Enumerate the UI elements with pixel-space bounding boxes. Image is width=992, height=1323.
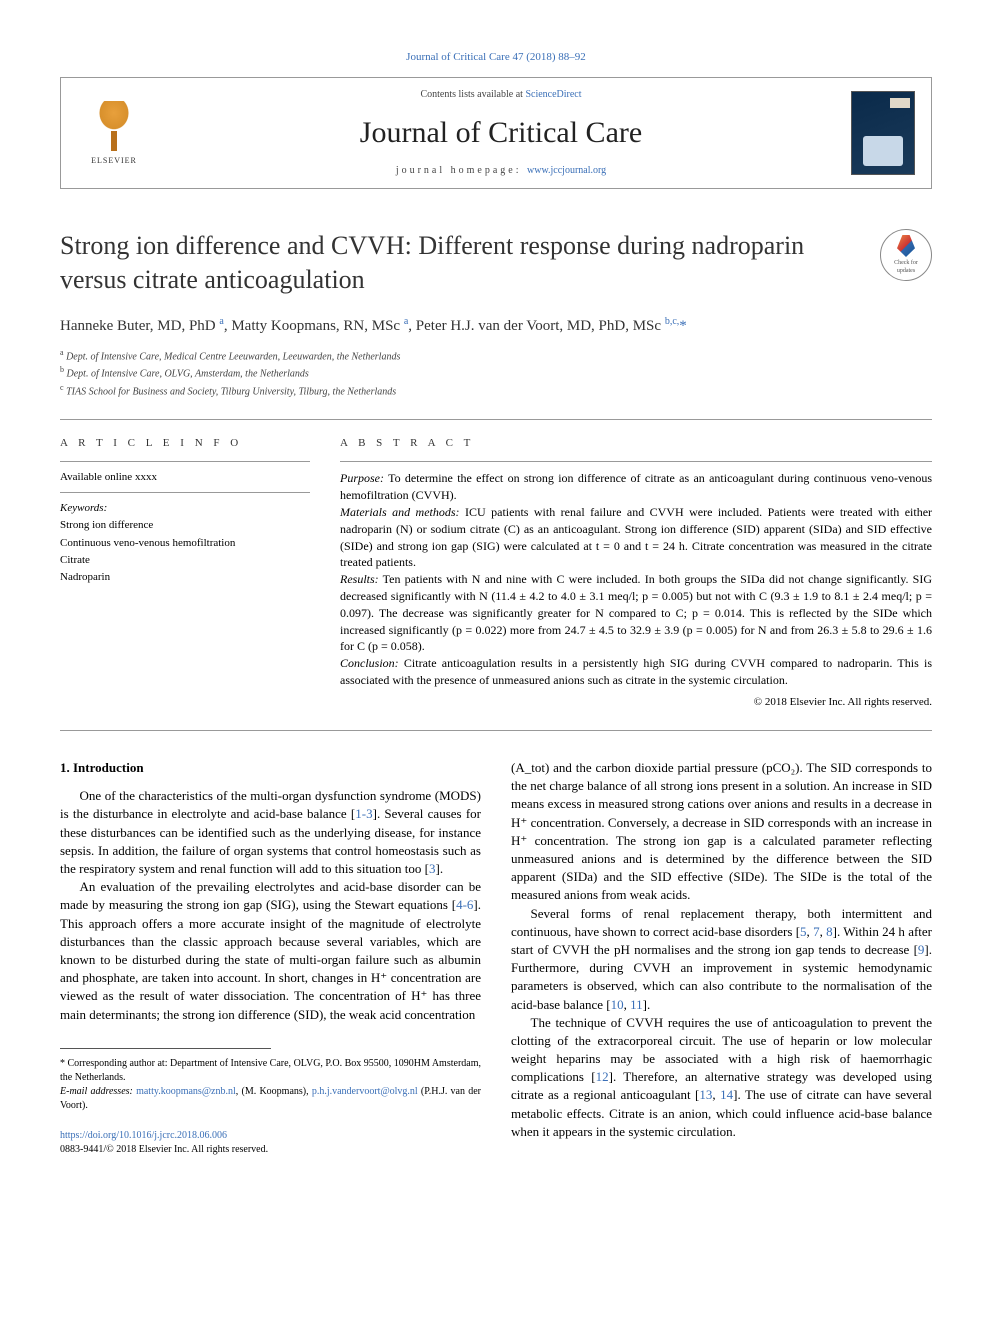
email-label: E-mail addresses:	[60, 1086, 133, 1097]
check-updates-badge[interactable]: Check for updates	[880, 229, 932, 281]
elsevier-logo: ELSEVIER	[77, 93, 151, 173]
body-text: ,	[712, 1087, 720, 1102]
homepage-prefix: journal homepage:	[396, 165, 527, 176]
sciencedirect-link[interactable]: ScienceDirect	[525, 89, 581, 100]
results-label: Results:	[340, 572, 379, 586]
issn-copyright: 0883-9441/© 2018 Elsevier Inc. All right…	[60, 1144, 268, 1155]
corresponding-author: * Corresponding author at: Department of…	[60, 1057, 481, 1085]
check-updates-line2: updates	[897, 267, 915, 275]
keyword: Nadroparin	[60, 570, 310, 585]
footnote-divider	[60, 1048, 271, 1049]
left-column: 1. Introduction One of the characteristi…	[60, 759, 481, 1157]
ref-link[interactable]: 1-3	[355, 806, 372, 821]
conclusion-label: Conclusion:	[340, 656, 399, 670]
divider	[60, 461, 310, 462]
check-updates-line1: Check for	[894, 259, 918, 267]
authors-line: Hanneke Buter, MD, PhD a, Matty Koopmans…	[60, 315, 932, 337]
ref-link[interactable]: 13	[699, 1087, 712, 1102]
affiliations: a Dept. of Intensive Care, Medical Centr…	[60, 347, 932, 399]
homepage-line: journal homepage: www.jccjournal.org	[151, 164, 851, 178]
methods-label: Materials and methods:	[340, 505, 460, 519]
elsevier-tree-icon	[89, 101, 139, 151]
ref-link[interactable]: 4-6	[456, 897, 473, 912]
divider	[340, 461, 932, 462]
abstract-column: A B S T R A C T Purpose: To determine th…	[340, 436, 932, 710]
purpose-text: To determine the effect on strong ion di…	[340, 471, 932, 502]
journal-cover-thumbnail	[851, 91, 915, 175]
footnotes: * Corresponding author at: Department of…	[60, 1057, 481, 1113]
journal-homepage-link[interactable]: www.jccjournal.org	[527, 165, 606, 176]
ref-link[interactable]: 12	[596, 1069, 609, 1084]
right-column: (A_tot) and the carbon dioxide partial p…	[511, 759, 932, 1157]
journal-header: ELSEVIER Contents lists available at Sci…	[60, 77, 932, 189]
body-text: (A_tot) and the carbon dioxide partial p…	[511, 759, 932, 905]
conclusion-text: Citrate anticoagulation results in a per…	[340, 656, 932, 687]
abstract-copyright: © 2018 Elsevier Inc. All rights reserved…	[340, 695, 932, 710]
available-online: Available online xxxx	[60, 470, 310, 485]
journal-title: Journal of Critical Care	[151, 112, 851, 154]
contents-prefix: Contents lists available at	[420, 89, 525, 100]
body-text: ].	[643, 997, 651, 1012]
ref-link[interactable]: 14	[720, 1087, 733, 1102]
ref-link[interactable]: 11	[630, 997, 643, 1012]
purpose-label: Purpose:	[340, 471, 384, 485]
article-info-header: A R T I C L E I N F O	[60, 436, 310, 451]
doi-link[interactable]: https://doi.org/10.1016/j.jcrc.2018.06.0…	[60, 1130, 227, 1141]
email-who: , (M. Koopmans),	[236, 1086, 312, 1097]
affiliation: b Dept. of Intensive Care, OLVG, Amsterd…	[60, 364, 932, 381]
results-text: Ten patients with N and nine with C were…	[340, 572, 932, 653]
crossmark-icon	[897, 235, 915, 257]
email-link[interactable]: matty.koopmans@znb.nl	[136, 1086, 236, 1097]
article-info-column: A R T I C L E I N F O Available online x…	[60, 436, 310, 710]
body-text: ]. This approach offers a more accurate …	[60, 897, 481, 1021]
elsevier-text: ELSEVIER	[91, 155, 137, 166]
divider	[60, 419, 932, 420]
keyword: Citrate	[60, 553, 310, 568]
abstract-header: A B S T R A C T	[340, 436, 932, 451]
affiliation: c TIAS School for Business and Society, …	[60, 382, 932, 399]
keyword: Strong ion difference	[60, 518, 310, 533]
doi-block: https://doi.org/10.1016/j.jcrc.2018.06.0…	[60, 1129, 481, 1157]
keywords-label: Keywords:	[60, 501, 310, 516]
intro-heading: 1. Introduction	[60, 759, 481, 777]
body-text: ].	[435, 861, 443, 876]
contents-line: Contents lists available at ScienceDirec…	[151, 88, 851, 102]
journal-issue-link[interactable]: Journal of Critical Care 47 (2018) 88–92	[60, 50, 932, 65]
keyword: Continuous veno-venous hemofiltration	[60, 536, 310, 551]
affiliation: a Dept. of Intensive Care, Medical Centr…	[60, 347, 932, 364]
divider	[60, 492, 310, 493]
email-link[interactable]: p.h.j.vandervoort@olvg.nl	[312, 1086, 418, 1097]
body-text: An evaluation of the prevailing electrol…	[60, 879, 481, 912]
divider	[60, 730, 932, 731]
ref-link[interactable]: 10	[611, 997, 624, 1012]
article-title: Strong ion difference and CVVH: Differen…	[60, 229, 860, 297]
